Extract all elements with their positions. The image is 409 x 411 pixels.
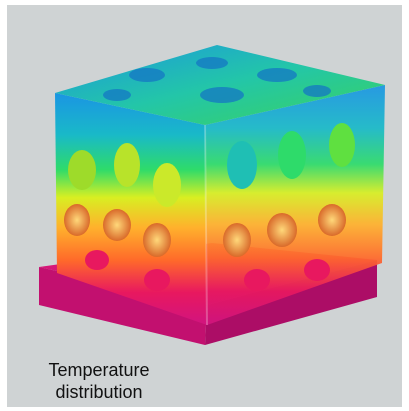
caption-line-2: distribution <box>55 382 143 402</box>
lattice-edge-highlight <box>204 124 208 326</box>
caption-line-1: Temperature <box>48 360 150 380</box>
right-face-holes <box>223 123 355 291</box>
base-plate-left <box>39 267 207 345</box>
figure-caption: Temperature distribution <box>19 359 179 403</box>
render-viewport: Temperature distribution <box>7 5 402 407</box>
top-openings <box>103 57 331 103</box>
lattice-render-image <box>39 45 385 345</box>
base-plate-right <box>205 260 377 345</box>
lattice-top-face <box>55 45 385 125</box>
left-face-holes <box>64 143 181 291</box>
